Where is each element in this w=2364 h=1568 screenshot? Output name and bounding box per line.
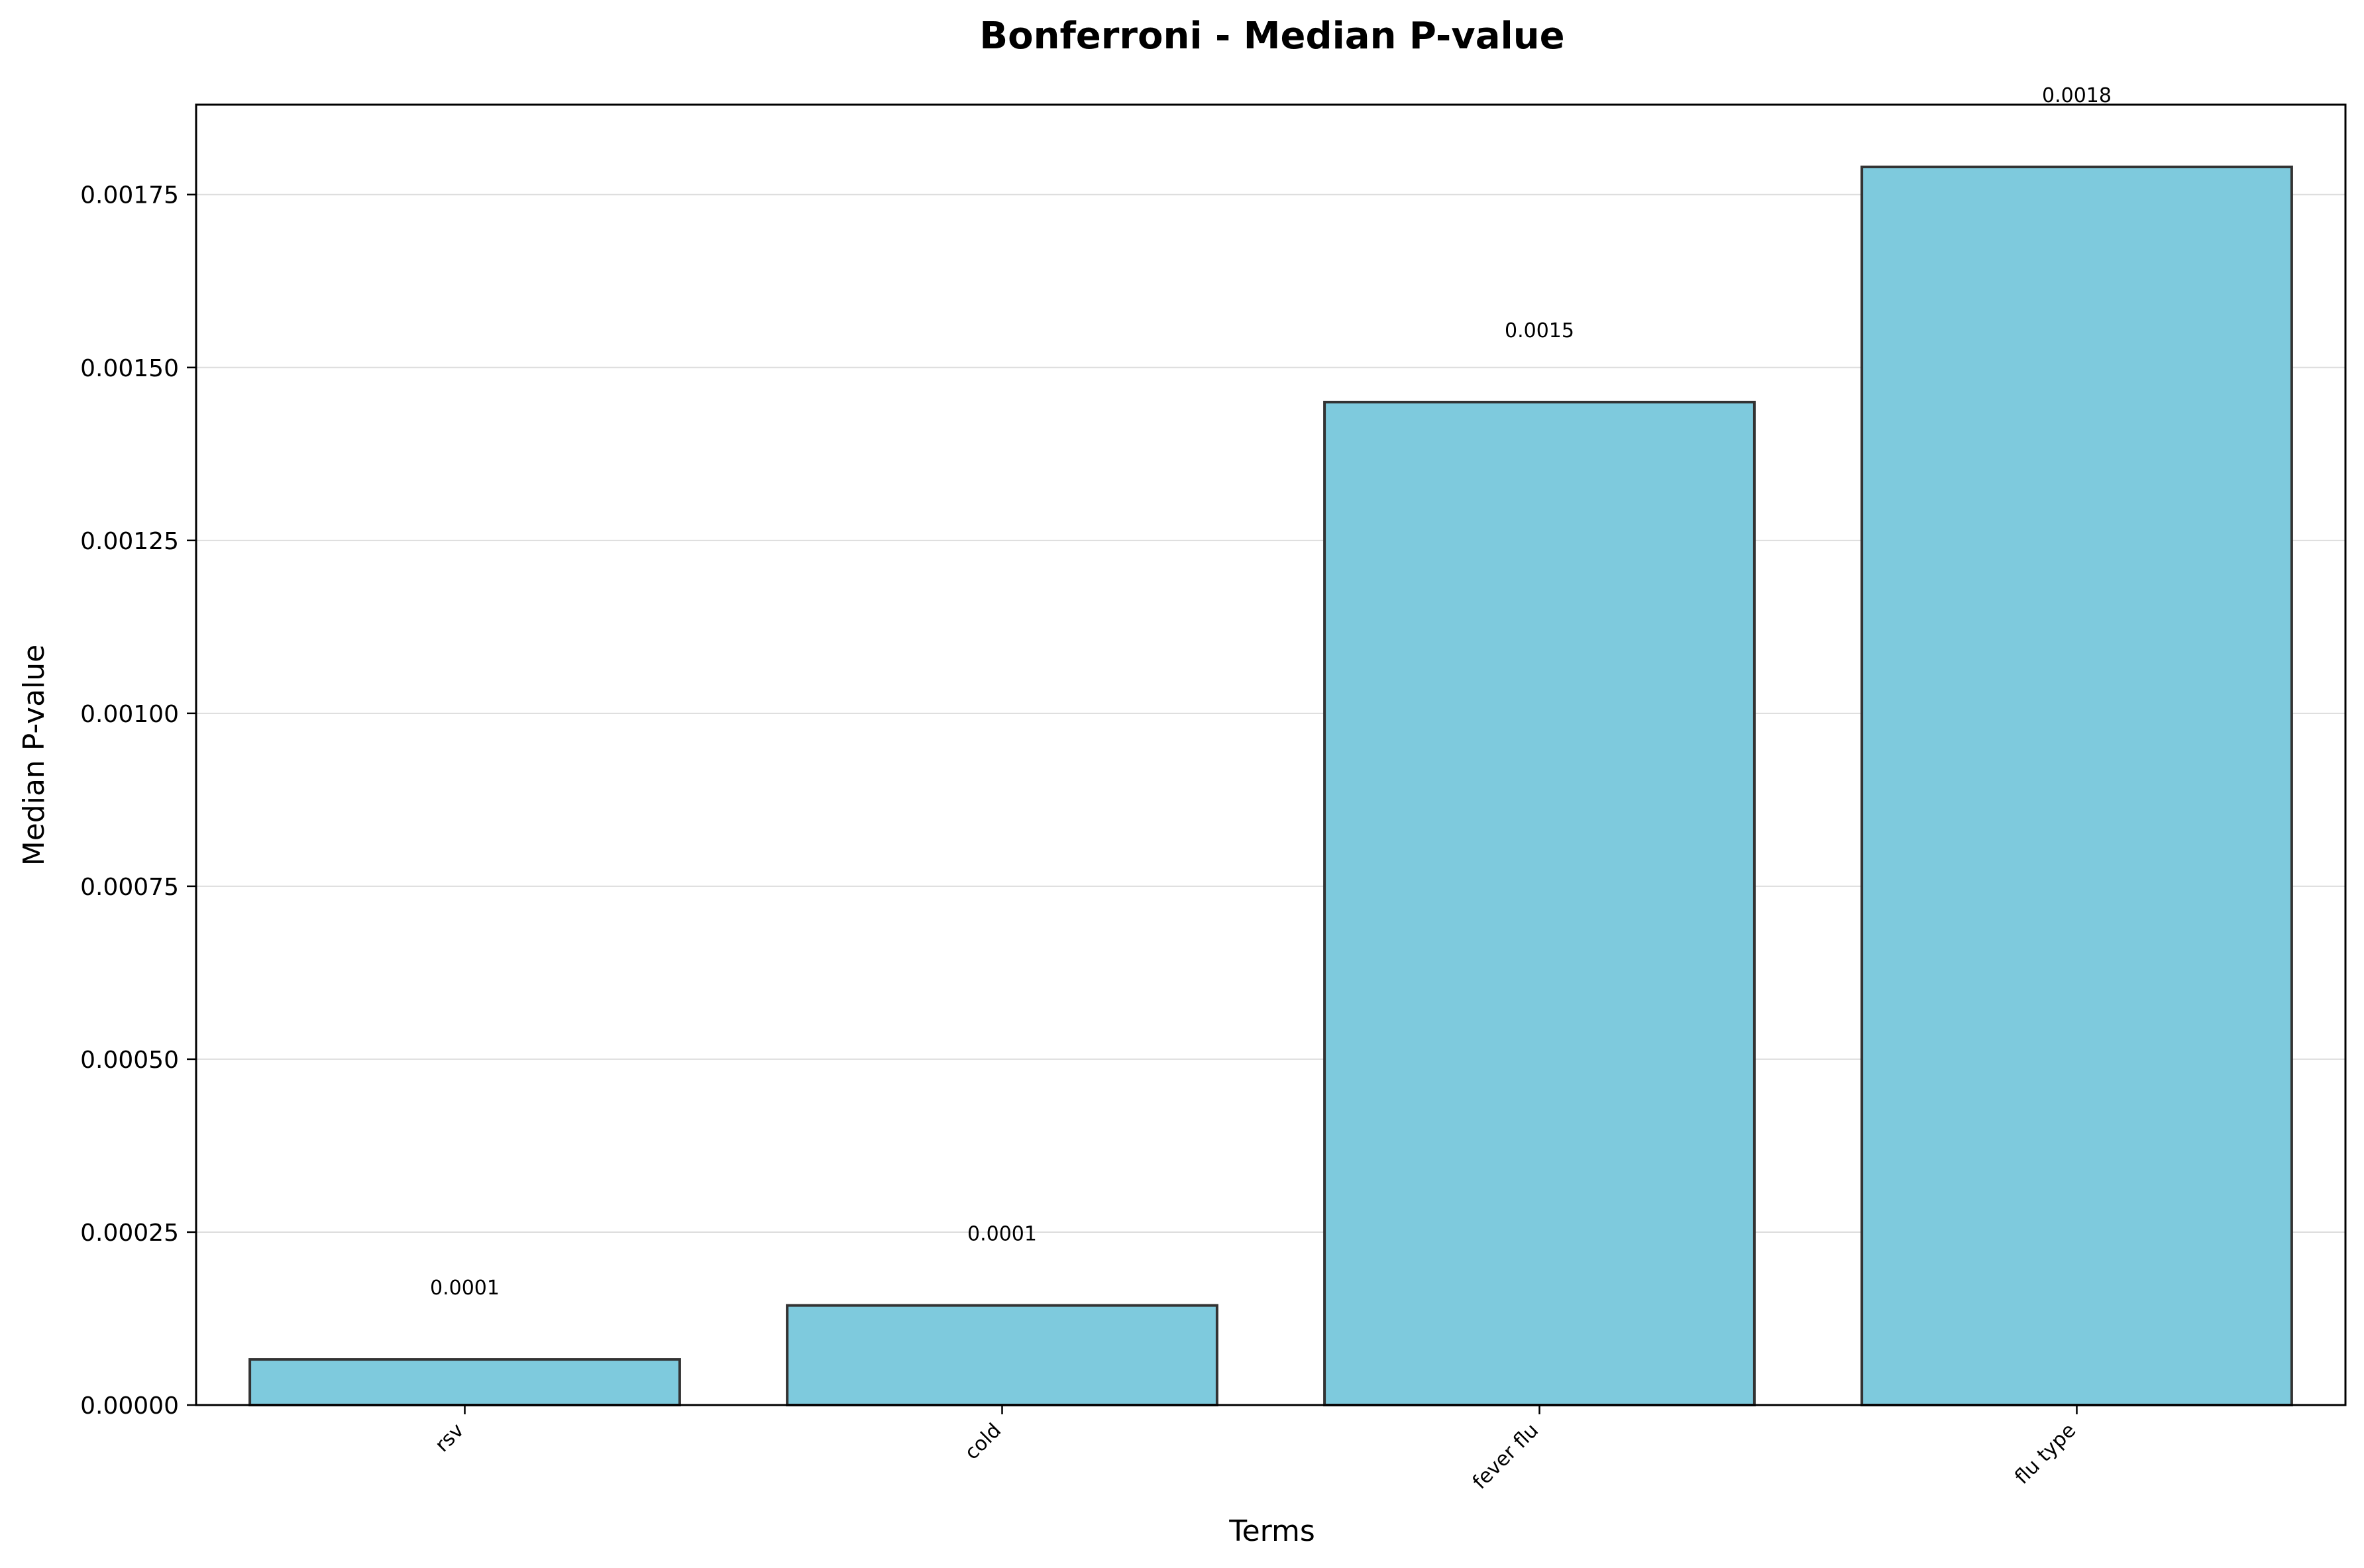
data-label: 0.0001 xyxy=(430,1277,500,1300)
x-tick-label: cold xyxy=(960,1419,1006,1465)
bars xyxy=(248,165,2293,1407)
x-axis-ticks: rsv cold fever flu flu type xyxy=(431,1405,2080,1494)
data-label: 0.0001 xyxy=(967,1222,1037,1245)
bar-rsv xyxy=(248,1358,681,1407)
data-labels: 0.0001 0.0001 0.0015 0.0018 xyxy=(430,84,2112,1300)
y-axis-label: Median P-value xyxy=(17,645,51,866)
chart-title: Bonferroni - Median P-value xyxy=(979,15,1564,58)
x-axis-label: Terms xyxy=(1228,1514,1315,1548)
y-tick-label: 0.00175 xyxy=(80,182,179,209)
y-axis-ticks: 0.00000 0.00025 0.00050 0.00075 0.00100 0.001… xyxy=(80,182,196,1420)
data-label: 0.0015 xyxy=(1505,319,1574,342)
y-tick-label: 0.00025 xyxy=(80,1220,179,1247)
bar-flu-type xyxy=(1860,165,2293,1407)
data-label: 0.0018 xyxy=(2042,84,2112,107)
bar-fever-flu xyxy=(1323,400,1756,1407)
y-tick-label: 0.00125 xyxy=(80,528,179,555)
y-tick-label: 0.00050 xyxy=(80,1047,179,1074)
y-tick-label: 0.00150 xyxy=(80,355,179,382)
x-tick-label: flu type xyxy=(2010,1419,2080,1489)
y-tick-label: 0.00100 xyxy=(80,701,179,728)
x-tick-label: fever flu xyxy=(1468,1419,1543,1494)
x-tick-label: rsv xyxy=(431,1419,468,1457)
grid-lines xyxy=(196,193,2345,1406)
plot-area-frame xyxy=(195,103,2347,1406)
y-tick-label: 0.00075 xyxy=(80,874,179,901)
bar-cold xyxy=(786,1304,1218,1407)
y-tick-label: 0.00000 xyxy=(80,1392,179,1420)
